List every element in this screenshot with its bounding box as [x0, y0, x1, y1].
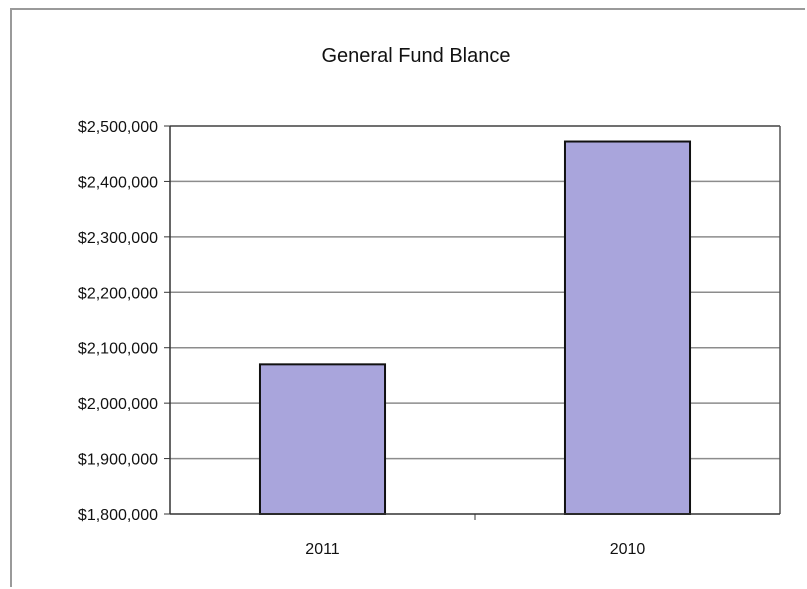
chart-frame	[10, 8, 805, 587]
bar-2010	[563, 140, 692, 516]
y-tick-label: $1,900,000	[78, 452, 158, 469]
x-tick-label: 2010	[610, 541, 646, 558]
axes	[164, 125, 781, 520]
bars	[258, 140, 692, 516]
x-tick-label: 2011	[305, 541, 340, 558]
y-tick-label: $2,200,000	[78, 285, 158, 302]
y-tick-label: $1,800,000	[78, 507, 158, 524]
y-tick-label: $2,400,000	[78, 174, 158, 191]
y-tick-label: $2,100,000	[78, 341, 158, 358]
y-tick-labels: $1,800,000 $1,900,000 $2,000,000 $2,100,000…	[78, 119, 158, 524]
x-tick-labels: 2011 2010	[305, 541, 645, 558]
bar-2011	[258, 363, 387, 516]
y-tick-label: $2,000,000	[78, 396, 158, 413]
y-tick-label: $2,500,000	[78, 119, 158, 136]
y-tick-label: $2,300,000	[78, 230, 158, 247]
chart-title: General Fund Blance	[321, 45, 510, 67]
